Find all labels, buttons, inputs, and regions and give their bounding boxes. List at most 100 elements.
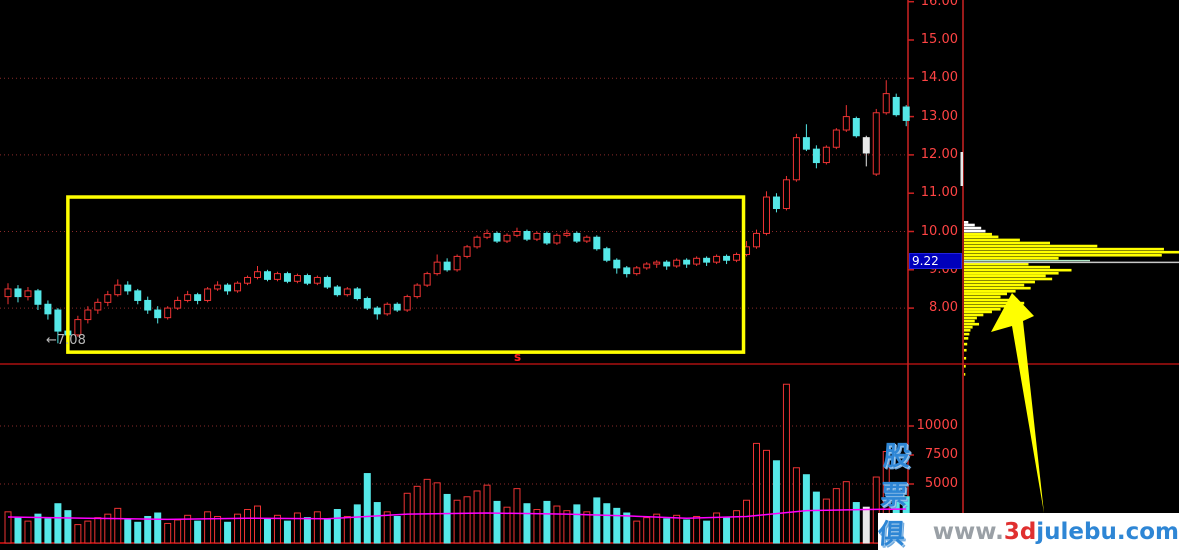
volume-bar: [64, 510, 72, 544]
volume-profile-bar: [964, 265, 1050, 269]
volume-profile-bar: [964, 277, 1053, 281]
candle-body: [593, 236, 601, 250]
volume-profile-bar: [964, 247, 1164, 251]
volume-bar: [393, 515, 401, 544]
volume-profile-bar: [964, 271, 1059, 275]
volume-profile-bar: [964, 257, 1059, 260]
price-tick-label: 13.00: [920, 108, 958, 124]
volume-bar: [812, 491, 820, 544]
volume-bar: [842, 481, 850, 544]
candle-body: [553, 234, 561, 244]
volume-bar: [343, 515, 351, 544]
volume-profile-bar: [964, 238, 1020, 242]
volume-profile-bar: [964, 316, 977, 320]
volume-bar: [503, 506, 511, 544]
volume-bar: [403, 492, 411, 544]
volume-bar: [333, 509, 341, 544]
volume-profile-bar: [964, 373, 966, 376]
candle-body: [543, 232, 551, 244]
candle-body: [224, 284, 232, 292]
volume-bar: [753, 442, 760, 544]
volume-bar: [832, 488, 840, 544]
volume-bar: [782, 383, 790, 544]
volume-profile-bar: [964, 262, 1029, 266]
volume-profile-bar: [964, 356, 967, 360]
candle-body: [413, 284, 421, 298]
candle-body: [862, 137, 870, 154]
volume-profile-bar: [964, 342, 968, 346]
volume-bar: [802, 474, 810, 544]
candle-body: [762, 196, 770, 234]
candle-body: [4, 288, 12, 298]
volume-tick-label: 10000: [916, 418, 958, 433]
volume-profile-bar: [964, 274, 1046, 278]
volume-bar: [323, 518, 331, 544]
candle-body: [713, 255, 721, 263]
candle-body: [303, 275, 311, 284]
volume-bar: [124, 519, 132, 544]
volume-bar: [184, 514, 192, 544]
volume-bar: [154, 512, 162, 544]
volume-ma-line: [7, 508, 907, 521]
candle-body: [463, 246, 471, 257]
candle-body: [164, 307, 172, 319]
candle-body: [174, 299, 182, 309]
volume-profile-bar: [964, 365, 966, 368]
volume-bar: [383, 511, 391, 544]
candle-body: [154, 309, 162, 319]
candle-body: [204, 288, 212, 301]
volume-bar: [463, 496, 471, 544]
volume-bar: [633, 520, 641, 544]
volume-tick-label: 5000: [924, 476, 958, 491]
volume-bar: [772, 460, 780, 544]
candle-body: [403, 296, 411, 311]
volume-bar: [723, 517, 731, 544]
volume-bar: [353, 504, 361, 544]
volume-bar: [563, 510, 571, 544]
candle-body: [24, 290, 32, 298]
volume-profile-bar: [964, 292, 1007, 296]
volume-bar: [553, 505, 561, 544]
volume-bar: [313, 511, 321, 544]
volume-bar: [423, 478, 431, 544]
volume-bar: [493, 500, 501, 544]
candle-body: [683, 259, 691, 265]
candle-body: [573, 232, 581, 242]
candle-body: [343, 288, 351, 296]
volume-bar: [583, 511, 591, 544]
price-tick-label: 8.00: [929, 300, 958, 316]
volume-profile-bar: [964, 298, 1018, 302]
candle-body: [14, 288, 22, 298]
candle-body: [723, 255, 731, 261]
candle-body: [673, 259, 681, 267]
current-range-marker: [960, 152, 963, 186]
volume-bar: [4, 511, 12, 544]
candle-body: [124, 284, 132, 292]
candle-body: [393, 303, 401, 311]
volume-bar: [114, 507, 122, 544]
candle-body: [443, 261, 451, 271]
volume-bar: [34, 513, 42, 544]
volume-tick-label: 7500: [924, 447, 958, 462]
volume-bar: [643, 517, 651, 544]
volume-profile-bar: [964, 229, 986, 233]
candle-body: [892, 96, 900, 116]
current-price-badge: 9.22: [909, 253, 962, 270]
volume-bar: [762, 449, 770, 544]
volume-bar: [273, 514, 281, 544]
candle-body: [653, 261, 661, 265]
candle-body: [832, 129, 840, 148]
volume-bar: [792, 467, 800, 544]
watermark-url: www.3djulebu.com: [933, 519, 1179, 545]
candle-body: [842, 116, 850, 131]
volume-bar: [24, 520, 32, 544]
volume-bar: [54, 503, 62, 544]
volume-profile-bar: [964, 313, 984, 317]
volume-profile-bar: [964, 319, 975, 323]
volume-profile-bar: [964, 235, 999, 239]
volume-profile-bar: [964, 295, 1001, 299]
volume-profile-bar: [964, 221, 969, 224]
volume-bar: [234, 513, 242, 544]
